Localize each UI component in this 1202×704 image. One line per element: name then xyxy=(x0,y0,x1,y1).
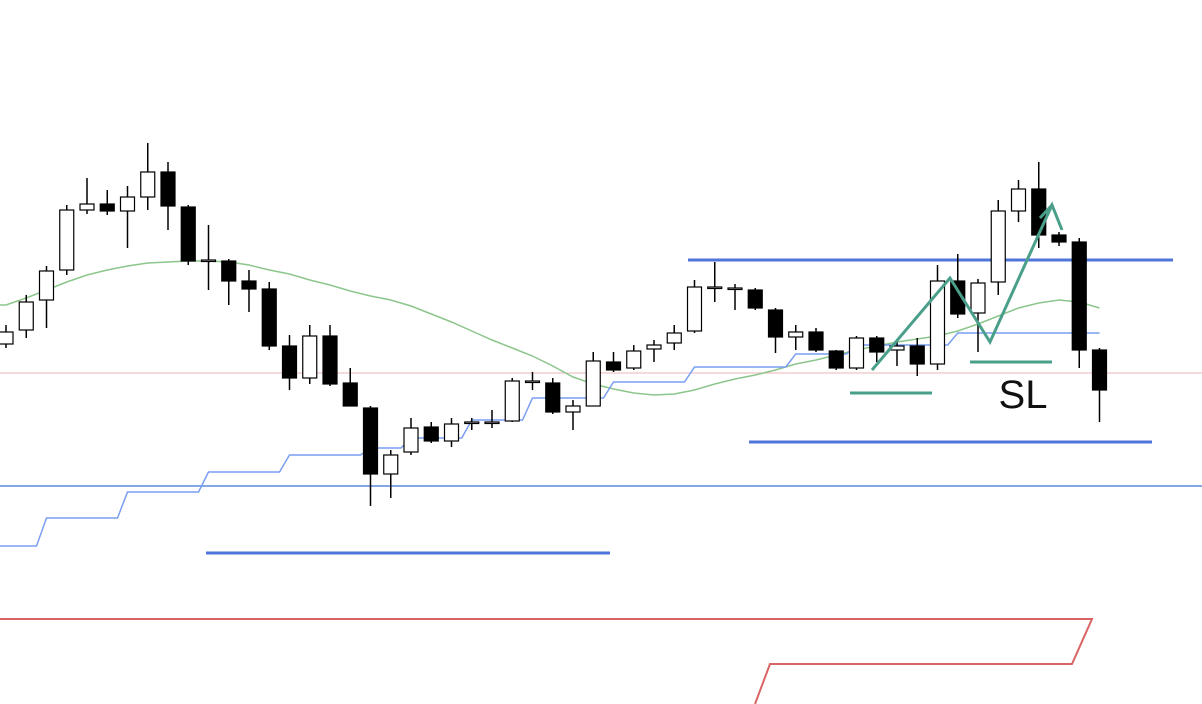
ma-line xyxy=(0,260,1100,396)
candle-body xyxy=(322,335,338,385)
candle-body xyxy=(423,426,439,442)
candle-body xyxy=(383,454,399,475)
candle-body xyxy=(99,203,115,212)
candle-body xyxy=(1091,349,1108,391)
candle-body xyxy=(119,196,136,212)
candle-body xyxy=(909,345,925,365)
candle-body xyxy=(626,350,642,369)
marks xyxy=(0,143,1108,547)
candle-body xyxy=(686,286,703,332)
candle-body xyxy=(585,360,601,407)
candle-body xyxy=(747,289,763,309)
candle-body xyxy=(707,286,723,290)
candle-body xyxy=(403,427,419,453)
candle-body xyxy=(484,421,500,425)
candle-body xyxy=(1071,241,1087,351)
candle-body xyxy=(18,301,34,331)
candle-body xyxy=(929,280,946,365)
candle-body xyxy=(281,345,298,379)
candle-body xyxy=(362,407,379,475)
annotation: SL xyxy=(999,373,1048,417)
candle-body xyxy=(545,382,561,413)
zigzag xyxy=(870,201,1064,371)
candle-body xyxy=(241,280,257,290)
candle-body xyxy=(0,331,14,345)
candle-body xyxy=(808,331,824,351)
drawing xyxy=(850,201,1064,395)
candle-body xyxy=(200,259,217,263)
candle-body xyxy=(140,171,156,198)
candle-body xyxy=(342,382,358,407)
red-level xyxy=(0,618,1094,704)
candle-body xyxy=(524,380,541,384)
arrow-head xyxy=(1038,203,1054,220)
candle-body xyxy=(79,203,95,211)
candle-body xyxy=(990,210,1006,283)
candle-body xyxy=(464,421,480,425)
candle-body xyxy=(646,344,662,350)
candle-body xyxy=(605,361,622,371)
candle-body xyxy=(767,309,784,338)
candle-body xyxy=(38,270,55,301)
candle-body xyxy=(443,423,460,442)
candle-body xyxy=(788,331,804,338)
candle-body xyxy=(666,332,682,344)
candle-body xyxy=(261,288,277,347)
candle-body xyxy=(727,287,743,291)
candle-body xyxy=(504,380,520,422)
candle-body xyxy=(970,282,986,314)
candle-body xyxy=(565,405,581,413)
candle-body xyxy=(59,209,75,271)
candle-body xyxy=(869,337,885,353)
candle-body xyxy=(180,206,196,262)
candle-body xyxy=(828,350,844,369)
candle-body xyxy=(848,337,865,369)
candle-body xyxy=(1051,234,1067,243)
candle-body xyxy=(302,335,318,379)
candle-body xyxy=(160,171,176,207)
candle-body xyxy=(1010,188,1027,212)
candle-body xyxy=(950,280,966,315)
candle-body xyxy=(221,260,237,282)
